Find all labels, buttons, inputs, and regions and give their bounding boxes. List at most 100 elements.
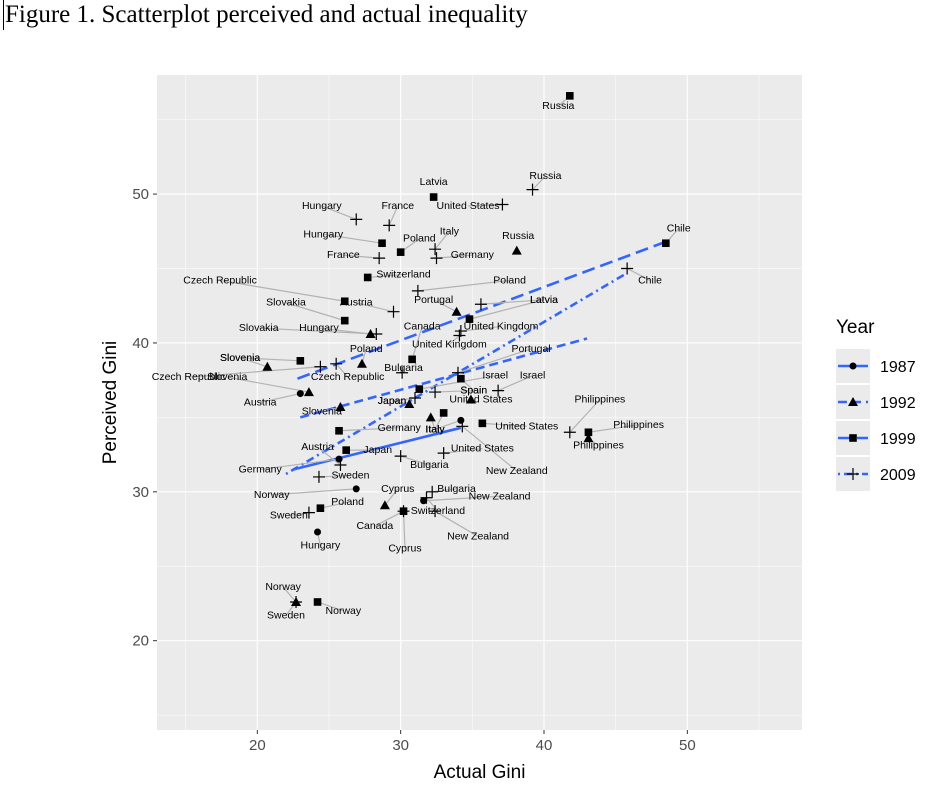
point-label: Hungary bbox=[302, 200, 342, 212]
point-label: Czech Republic bbox=[152, 371, 226, 383]
data-point-1999 bbox=[364, 274, 372, 282]
point-label: Sweden bbox=[270, 510, 308, 522]
legend: Year 1987 1992 1999 2009 bbox=[836, 317, 916, 491]
point-label: Czech Republic bbox=[311, 371, 385, 383]
point-label: Slovenia bbox=[220, 352, 260, 364]
point-label: United States bbox=[451, 443, 514, 455]
point-label: Hungary bbox=[303, 228, 343, 240]
legend-key-marker-1987 bbox=[850, 363, 857, 370]
point-label: Austria bbox=[301, 441, 334, 453]
point-label: Philippines bbox=[613, 419, 664, 431]
point-label: Portugal bbox=[414, 294, 453, 306]
data-point-1987 bbox=[457, 417, 464, 424]
data-point-1999 bbox=[314, 598, 322, 606]
data-point-1999 bbox=[416, 385, 424, 393]
point-label: Israel bbox=[482, 370, 508, 382]
point-label: Italy bbox=[425, 423, 445, 435]
legend-key-marker-1999 bbox=[849, 434, 857, 442]
point-label: Poland bbox=[350, 343, 383, 355]
data-point-1999 bbox=[341, 317, 349, 325]
point-label: Chile bbox=[667, 222, 691, 234]
point-label: Bulgaria bbox=[437, 483, 476, 495]
point-label: Philippines bbox=[575, 394, 626, 406]
point-label: Germany bbox=[239, 463, 283, 475]
data-point-1999 bbox=[662, 239, 670, 247]
point-label: Switzerland bbox=[411, 505, 465, 517]
point-label: Slovakia bbox=[239, 322, 279, 334]
x-axis-title: Actual Gini bbox=[434, 762, 526, 783]
point-label: France bbox=[381, 200, 414, 212]
legend-label-1992: 1992 bbox=[880, 395, 916, 412]
y-tick-label: 50 bbox=[132, 186, 149, 203]
y-tick-label: 30 bbox=[132, 484, 149, 501]
point-label: Slovakia bbox=[266, 297, 306, 309]
point-label: Hungary bbox=[299, 322, 339, 334]
legend-title: Year bbox=[836, 317, 875, 338]
point-label: Austria bbox=[244, 396, 277, 408]
point-label: United Kingdom bbox=[412, 338, 487, 350]
data-point-1999 bbox=[397, 248, 405, 256]
x-tick-label: 30 bbox=[392, 737, 409, 754]
point-label: Bulgaria bbox=[384, 362, 423, 374]
data-point-1999 bbox=[440, 409, 448, 417]
point-label: New Zealand bbox=[447, 530, 509, 542]
point-label: Russia bbox=[542, 100, 574, 112]
point-label: Japan bbox=[378, 395, 407, 407]
point-label: Switzerland bbox=[376, 268, 430, 280]
point-label: Japan bbox=[363, 444, 392, 456]
data-point-1999 bbox=[479, 420, 487, 428]
point-label: Philippines bbox=[573, 440, 624, 452]
point-label: Czech Republic bbox=[183, 274, 257, 286]
data-point-1987 bbox=[314, 529, 321, 536]
point-label: Chile bbox=[638, 274, 662, 286]
point-label: Russia bbox=[529, 170, 561, 182]
point-label: Poland bbox=[331, 496, 364, 508]
data-point-1999 bbox=[342, 446, 350, 454]
data-point-1999 bbox=[317, 504, 325, 512]
data-point-1999 bbox=[297, 357, 305, 365]
y-tick-label: 20 bbox=[132, 633, 149, 650]
point-label: Norway bbox=[265, 581, 301, 593]
point-label: Slovenia bbox=[302, 405, 342, 417]
point-label: Portugal bbox=[512, 343, 551, 355]
point-label: Latvia bbox=[420, 176, 448, 188]
data-point-1987 bbox=[336, 456, 343, 463]
legend-label-1987: 1987 bbox=[880, 359, 916, 376]
data-point-1999 bbox=[566, 92, 574, 100]
point-label: Latvia bbox=[530, 294, 558, 306]
y-axis-title: Perceived Gini bbox=[100, 341, 121, 465]
scatterplot-chart: Austria Germany Norway Hungary New Zealand It… bbox=[0, 0, 948, 793]
data-point-1999 bbox=[335, 427, 343, 435]
x-tick-label: 50 bbox=[679, 737, 696, 754]
data-point-1999 bbox=[585, 428, 593, 436]
point-label: Austria bbox=[340, 297, 373, 309]
point-label: Russia bbox=[502, 230, 534, 242]
point-label: Germany bbox=[378, 422, 422, 434]
x-tick-label: 20 bbox=[249, 737, 266, 754]
point-label: Poland bbox=[493, 274, 526, 286]
point-label: Poland bbox=[403, 233, 436, 245]
legend-label-2009: 2009 bbox=[880, 467, 916, 484]
point-label: Germany bbox=[451, 249, 495, 261]
point-label: France bbox=[327, 249, 360, 261]
point-label: Norway bbox=[326, 605, 362, 617]
point-label: New Zealand bbox=[469, 490, 531, 502]
point-label: United States bbox=[437, 200, 500, 212]
point-label: Norway bbox=[254, 489, 290, 501]
point-label: Israel bbox=[520, 370, 546, 382]
point-label: New Zealand bbox=[486, 465, 548, 477]
x-tick-label: 40 bbox=[536, 737, 553, 754]
point-label: Hungary bbox=[301, 539, 341, 551]
data-point-1987 bbox=[297, 390, 304, 397]
point-label: Italy bbox=[440, 225, 460, 237]
point-label: Bulgaria bbox=[410, 459, 449, 471]
point-label: Canada bbox=[356, 520, 393, 532]
point-label: Sweden bbox=[267, 609, 305, 621]
data-point-1987 bbox=[353, 485, 360, 492]
point-label: Cyprus bbox=[388, 542, 421, 554]
point-label: Cyprus bbox=[381, 483, 414, 495]
y-tick-label: 40 bbox=[132, 335, 149, 352]
point-label: Sweden bbox=[332, 469, 370, 481]
point-label: Spain bbox=[460, 385, 487, 397]
point-label: Canada bbox=[404, 321, 441, 333]
